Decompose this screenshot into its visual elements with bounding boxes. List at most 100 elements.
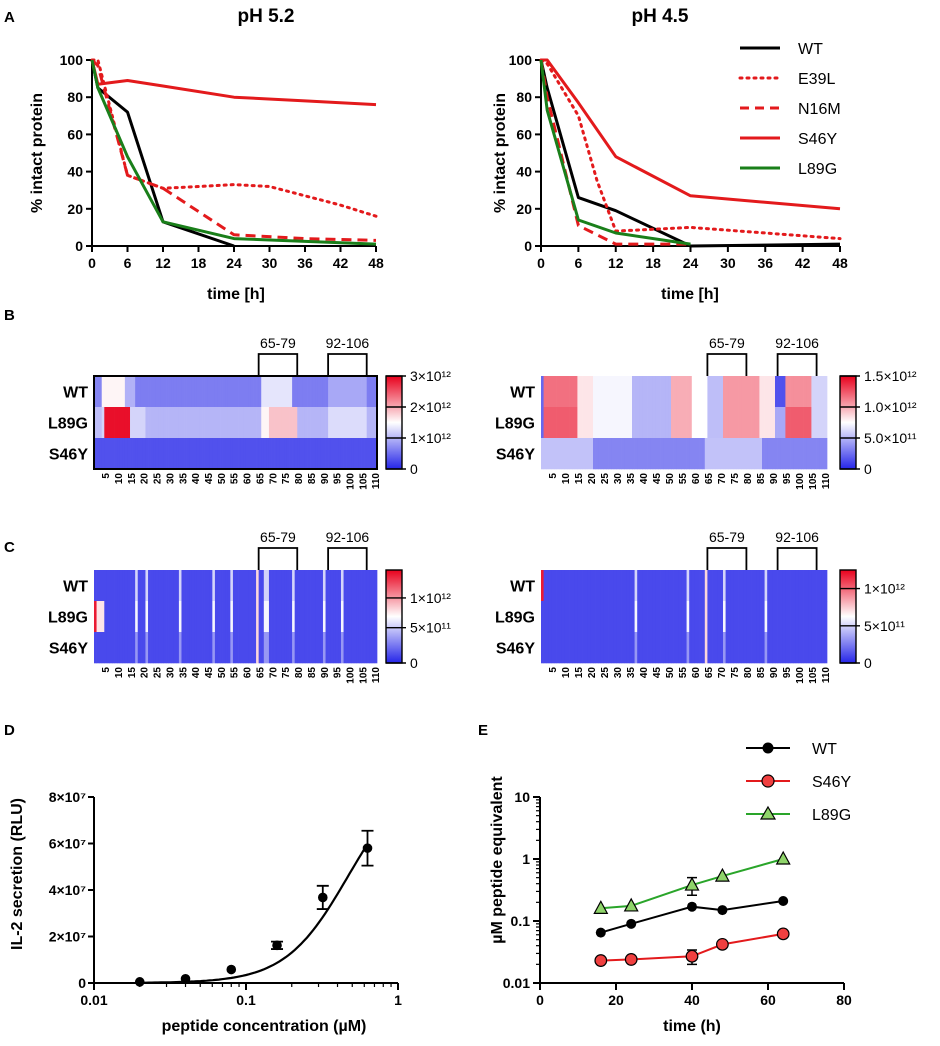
heatmap-b2-cell	[730, 376, 734, 408]
chart-a1-xtick-label: 12	[155, 255, 171, 271]
heatmap-c1-cell	[209, 601, 213, 633]
heatmap-b2-cell	[569, 438, 573, 470]
heatmap-b1-cell	[322, 438, 326, 470]
heatmap-b2-cell	[619, 438, 622, 470]
heatmap-c2-cell	[559, 601, 563, 633]
heatmap-b1-cell	[184, 438, 187, 470]
heatmap-c1-cell	[248, 632, 252, 664]
heatmap-b1-cell	[145, 438, 149, 470]
heatmap-c2-xtick-label: 25	[600, 667, 611, 679]
heatmap-c1-cell	[297, 632, 301, 664]
heatmap-c1-cell	[150, 570, 154, 602]
heatmap-c2-cell	[580, 632, 583, 664]
heatmap-c1-cell	[176, 632, 180, 664]
chart-a1-ytick-label: 20	[67, 201, 83, 217]
heatmap-b2-cell	[803, 438, 807, 470]
heatmap-c2-cell	[629, 570, 633, 602]
heatmap-b1-cell	[199, 438, 203, 470]
heatmap-b1-cell	[307, 438, 311, 470]
legend-n16m-label: N16M	[798, 101, 841, 118]
chart-e-xtick-label: 40	[684, 992, 700, 1008]
heatmap-b2-cell	[686, 407, 690, 439]
heatmap-b2-cell	[793, 438, 797, 470]
heatmap-c2-cell	[564, 570, 568, 602]
heatmap-c1-cell	[163, 570, 167, 602]
heatmap-b1-cell	[343, 407, 347, 439]
heatmap-b1-xtick-label: 100	[346, 473, 357, 490]
heatmap-b1-cell	[222, 407, 226, 439]
chart-a1-series-wt	[90, 59, 235, 248]
heatmap-b1-cell	[178, 376, 182, 408]
heatmap-b1-cell	[204, 438, 208, 470]
heatmap-b1-cell	[222, 438, 226, 470]
heatmap-c2-cell	[767, 601, 771, 633]
heatmap-b1-cell	[292, 438, 296, 470]
heatmap-c1-cell	[253, 632, 257, 664]
heatmap-c2-cell	[764, 632, 768, 664]
heatmap-b2-cell	[801, 376, 804, 408]
heatmap-b2-cell	[611, 438, 615, 470]
heatmap-b2-cell	[665, 376, 669, 408]
heatmap-c2-cell	[639, 570, 643, 602]
heatmap-c1-cell	[243, 632, 247, 664]
heatmap-c1-cell	[289, 632, 293, 664]
heatmap-b1-cell	[232, 376, 236, 408]
heatmap-c2-cell	[574, 632, 578, 664]
heatmap-b2-cell	[798, 438, 802, 470]
heatmap-c2-cell	[803, 601, 807, 633]
heatmap-b2-cell	[676, 438, 680, 470]
heatmap-c1-cell	[168, 632, 172, 664]
heatmap-b2-cell	[603, 438, 607, 470]
heatmap-c2-cell	[593, 601, 596, 633]
heatmap-c1-cell	[335, 570, 339, 602]
heatmap-c1-cell	[153, 632, 157, 664]
heatmap-c2-cell	[775, 570, 778, 602]
heatmap-c2-cell	[811, 570, 815, 602]
heatmap-c2-cell	[645, 570, 648, 602]
heatmap-c1-cell	[243, 570, 247, 602]
heatmap-c1-cell	[261, 601, 265, 633]
heatmap-c2-cell	[569, 632, 573, 664]
heatmap-b1-cell	[101, 407, 105, 439]
heatmap-c1-cell	[240, 601, 244, 633]
heatmap-c2-cell	[650, 632, 654, 664]
heatmap-c1-cell	[99, 601, 103, 633]
heatmap-b1-cell	[325, 376, 329, 408]
heatmap-c2-cell	[759, 601, 763, 633]
chart-a2-ytick-label: 0	[524, 238, 532, 254]
heatmap-c2-cell	[746, 570, 750, 602]
heatmap-c2-cell	[741, 632, 745, 664]
heatmap-b1-cell	[315, 407, 319, 439]
heatmap-c2-cell	[658, 601, 661, 633]
heatmap-b2-cell	[587, 438, 591, 470]
heatmap-b2-cell	[785, 376, 789, 408]
heatmap-b1-cell	[243, 376, 247, 408]
heatmap-c2-cell	[725, 601, 729, 633]
heatmap-b2-cell	[756, 438, 760, 470]
heatmap-c1-cell	[148, 570, 151, 602]
chart-e-point-l89g	[775, 850, 791, 865]
heatmap-c1-cell	[222, 601, 226, 633]
heatmap-c2-cell	[574, 601, 578, 633]
heatmap-c2-cell	[587, 570, 591, 602]
chart-a1-ytick-label: 0	[75, 238, 83, 254]
heatmap-c2-cell	[728, 601, 732, 633]
heatmap-b2-cell	[775, 376, 778, 408]
heatmap-b2-cell	[788, 438, 791, 470]
heatmap-c1-cell	[266, 601, 270, 633]
heatmap-c2-cell	[676, 570, 680, 602]
legend-e-s46y-label: S46Y	[812, 774, 851, 791]
heatmap-b1-cell	[346, 376, 350, 408]
legend-e-l89g-marker	[759, 805, 777, 820]
heatmap-c2-cell	[772, 601, 776, 633]
heatmap-b1-frame	[93, 375, 378, 470]
heatmap-c1-xtick-label: 40	[191, 667, 202, 679]
heatmap-c1-cell	[140, 632, 144, 664]
chart-e-xtick-label: 20	[608, 992, 624, 1008]
heatmap-b1-bracket-label: 92-106	[326, 335, 370, 351]
heatmap-c1-cell	[310, 632, 314, 664]
heatmap-b1-cell	[338, 407, 342, 439]
heatmap-b2-cell	[567, 376, 570, 408]
heatmap-c1-cell	[371, 570, 375, 602]
heatmap-c2-cell	[814, 601, 817, 633]
